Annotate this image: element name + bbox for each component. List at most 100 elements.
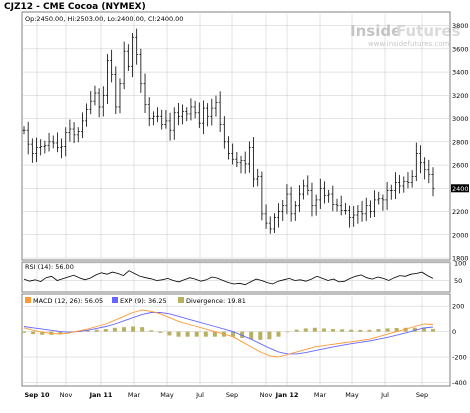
divergence-bar xyxy=(367,329,372,332)
price-axis: 1800 2000 2200 2400 2600 2800 3000 3200 3400 3600… xyxy=(451,22,469,263)
watermark-inside: Inside xyxy=(350,22,401,40)
divergence-bar xyxy=(421,327,426,332)
divergence-bar xyxy=(31,331,36,335)
divergence-bar xyxy=(121,327,126,332)
exp-swatch xyxy=(112,297,118,303)
price-tick-label: 1800 xyxy=(452,255,469,263)
divergence-bar xyxy=(185,331,190,337)
price-tick-label: 3400 xyxy=(452,69,469,77)
price-tick-label: 3600 xyxy=(452,45,469,53)
divergence-bar xyxy=(285,331,290,333)
divergence-bar xyxy=(385,328,390,332)
divergence-bar xyxy=(331,329,336,332)
x-tick-label: Sep xyxy=(226,391,238,399)
x-tick-label: Nov xyxy=(260,391,273,399)
price-tick-label: 3200 xyxy=(452,92,469,100)
rsi-axis: 50 100 xyxy=(454,260,466,286)
ohlc-label: Op:2450.00, Hi:2503.00, Lo:2400.00, Cl:2… xyxy=(25,15,183,23)
divergence-bar xyxy=(58,331,63,335)
divergence-bar xyxy=(340,329,345,332)
x-tick-label: Nov xyxy=(60,391,73,399)
price-tick-label: 2800 xyxy=(452,138,469,146)
price-tick-label: 2200 xyxy=(452,208,469,216)
x-tick-label: Mar xyxy=(314,391,327,399)
divergence-bar xyxy=(294,329,299,332)
divergence-bar xyxy=(103,329,108,332)
rsi-legend: RSI (14): 56.00 xyxy=(25,263,74,271)
divergence-bar xyxy=(358,329,363,332)
macd-legend-label: MACD (12, 26): 56.05 xyxy=(33,297,103,305)
macd-grid xyxy=(22,296,450,385)
macd-tick-label: -200 xyxy=(452,354,467,362)
x-tick-label: May xyxy=(160,391,174,399)
macd-tick-label: -400 xyxy=(452,379,467,387)
x-tick-label: Jul xyxy=(195,391,204,399)
divergence-bar xyxy=(212,331,217,337)
divergence-swatch xyxy=(178,297,184,303)
macd-tick-label: 0 xyxy=(452,328,456,336)
divergence-bar xyxy=(412,327,417,332)
price-bars xyxy=(22,28,435,234)
macd-line xyxy=(23,309,434,358)
x-tick-label: May xyxy=(345,391,359,399)
divergence-bar xyxy=(94,329,99,332)
exp-legend-label: EXP (9): 36.25 xyxy=(120,297,167,305)
divergence-legend-label: Divergence: 19.81 xyxy=(186,297,246,305)
watermark-site: www.insidefutures.com xyxy=(368,40,450,48)
rsi-grid xyxy=(22,262,450,291)
divergence-bar xyxy=(403,327,408,332)
divergence-bar xyxy=(194,331,199,337)
chart-title: CJZ12 - CME Cocoa (NYMEX) xyxy=(4,2,146,12)
divergence-bar xyxy=(149,330,154,332)
divergence-bar xyxy=(321,328,326,332)
price-tick-label: 3800 xyxy=(452,22,469,30)
x-tick-label: Sep 10 xyxy=(24,391,50,399)
divergence-bar xyxy=(131,326,136,332)
divergence-bar xyxy=(276,331,281,337)
rsi-tick-label: 100 xyxy=(454,260,466,268)
divergence-bar xyxy=(40,331,45,335)
x-tick-label: Jul xyxy=(380,391,389,399)
rsi-panel xyxy=(21,261,451,293)
divergence-bar xyxy=(349,329,354,332)
divergence-bar xyxy=(267,331,272,340)
divergence-bar xyxy=(431,329,435,332)
watermark: Inside Futures www.insidefutures.com xyxy=(350,22,461,48)
price-tick-label: 2000 xyxy=(452,231,469,239)
price-grid xyxy=(22,14,450,259)
divergence-bar xyxy=(140,327,145,332)
divergence-bar xyxy=(112,327,117,332)
divergence-bar xyxy=(167,331,172,336)
divergence-bar xyxy=(249,331,254,340)
last-value-tag xyxy=(451,184,469,193)
price-tick-label: 3000 xyxy=(452,115,469,123)
divergence-bar xyxy=(258,331,263,340)
macd-axis: -400 -200 0 200 xyxy=(452,303,467,387)
watermark-futures: Futures xyxy=(396,22,461,40)
macd-swatch xyxy=(25,297,31,303)
x-tick-label: Sep xyxy=(416,391,428,399)
divergence-bar xyxy=(240,331,245,338)
x-tick-label: Mar xyxy=(128,391,141,399)
divergence-bar xyxy=(376,329,381,332)
macd-tick-label: 200 xyxy=(452,303,464,311)
price-tick-label: 2600 xyxy=(452,162,469,170)
last-value-label: 2400 xyxy=(452,185,469,193)
x-axis: Sep 10 Nov Jan 11 Mar May Jul Sep Nov Jan 12 Mar M… xyxy=(24,391,428,399)
divergence-bar xyxy=(231,331,236,337)
divergence-bar xyxy=(203,331,208,337)
x-tick-label: Jan 12 xyxy=(275,391,299,399)
x-tick-label: Jan 11 xyxy=(89,391,113,399)
exp-line xyxy=(23,312,434,355)
divergence-bar xyxy=(312,327,317,332)
macd-legend: MACD (12, 26): 56.05 EXP (9): 36.25 Dive… xyxy=(25,297,246,305)
divergence-bar xyxy=(394,328,399,332)
macd-panel xyxy=(21,293,451,387)
divergence-bar xyxy=(22,331,26,333)
divergence-bar xyxy=(303,328,308,332)
divergence-bar xyxy=(176,331,181,337)
rsi-tick-label: 50 xyxy=(454,277,462,285)
divergence-bar xyxy=(158,331,163,333)
divergence-bar xyxy=(85,330,90,332)
